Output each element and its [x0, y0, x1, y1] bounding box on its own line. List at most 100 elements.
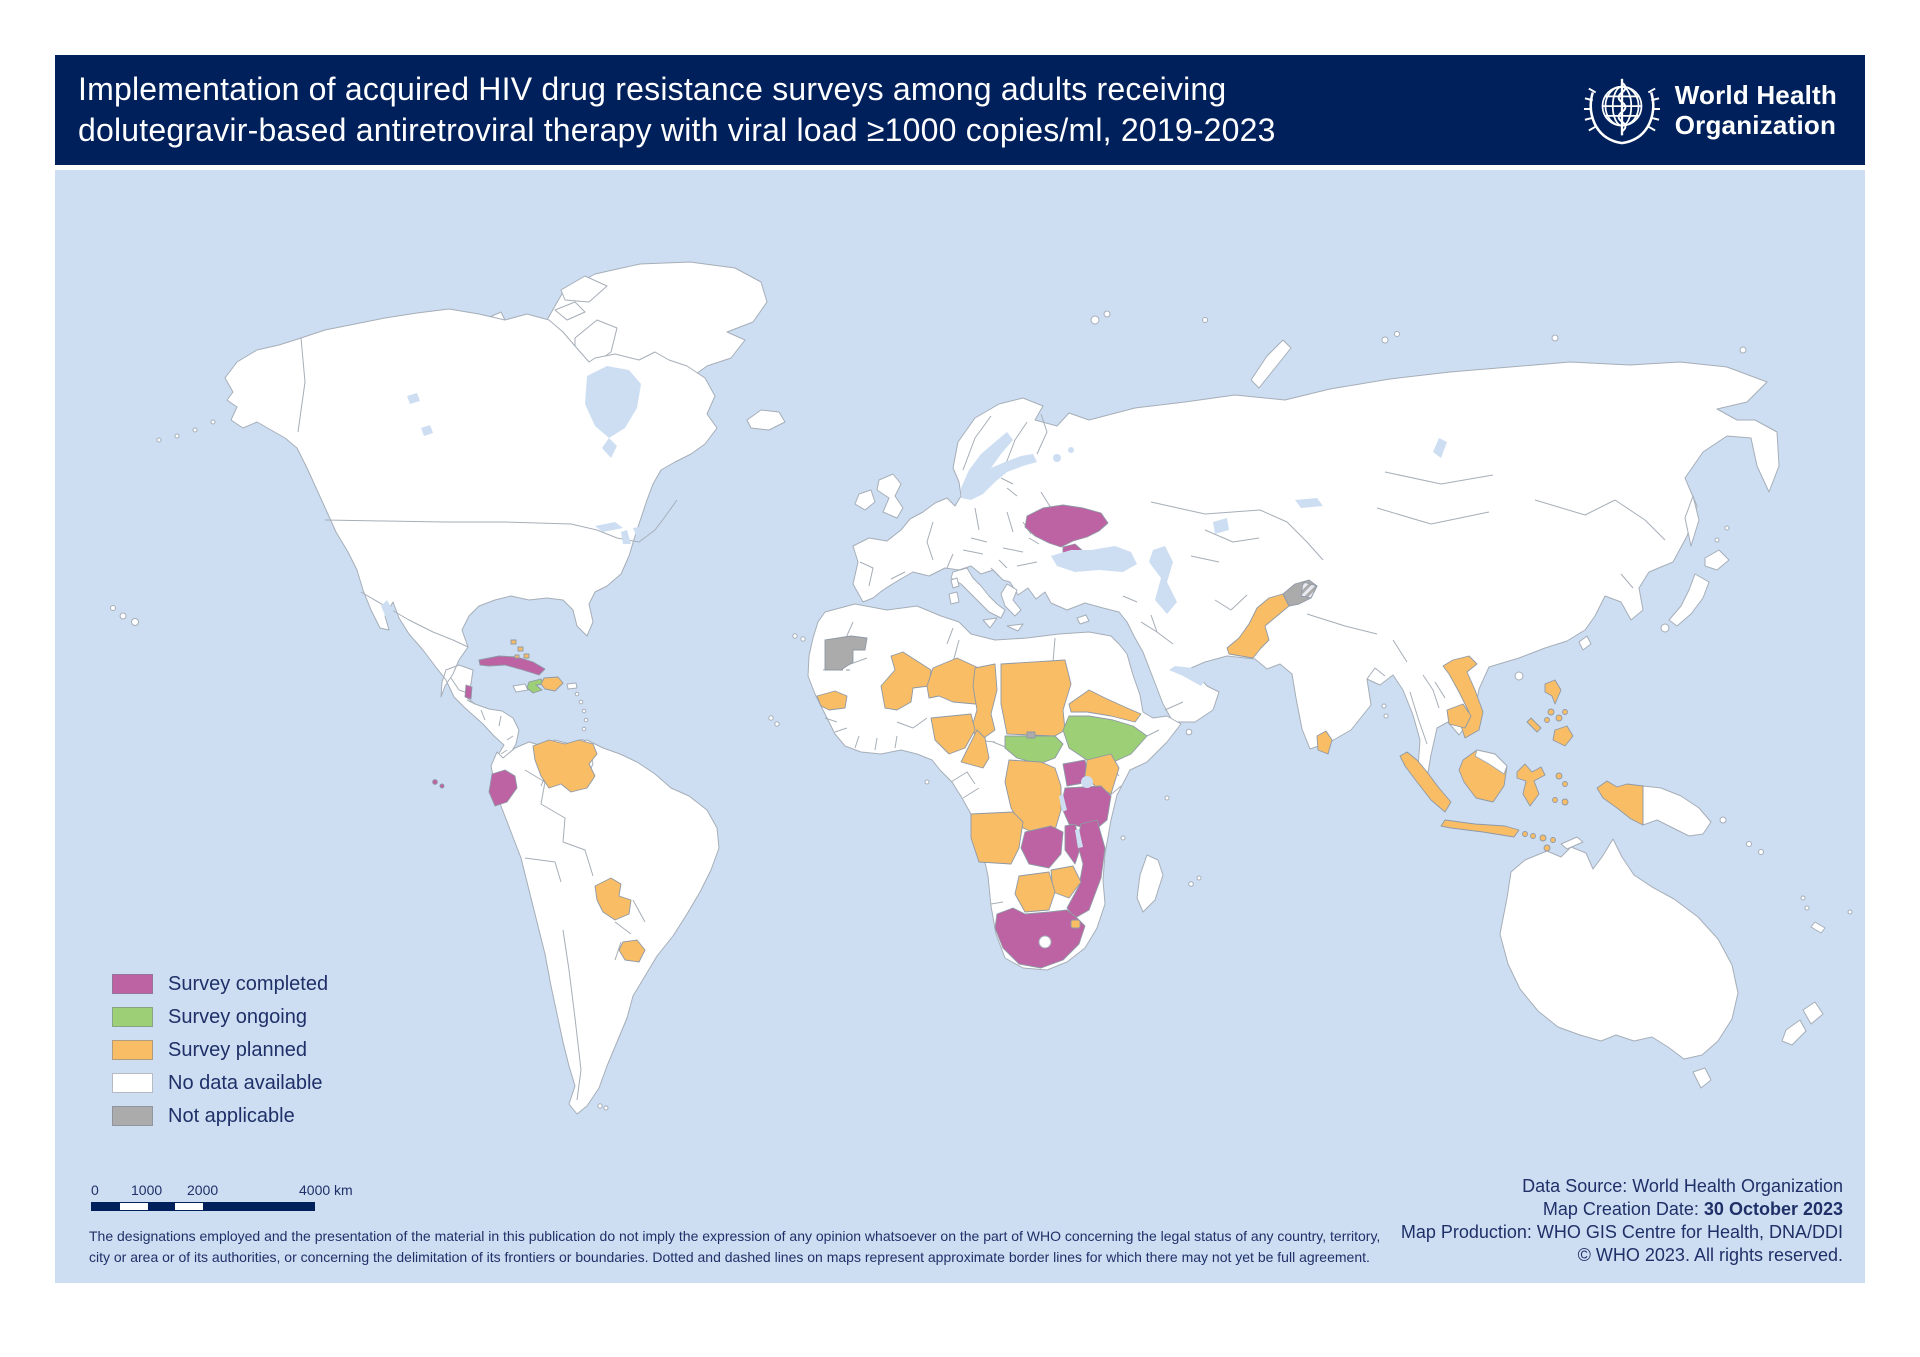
legend-label: Not applicable [168, 1104, 295, 1127]
scale-segment [175, 1203, 203, 1210]
landmass-eurasia [852, 361, 1780, 779]
scale-segment [92, 1203, 120, 1210]
black-sea [1051, 546, 1137, 572]
landmass-papua-new-guinea [1642, 785, 1712, 837]
lake-malawi [1075, 829, 1083, 848]
landmass-greece [1000, 583, 1022, 617]
country-chad [970, 663, 998, 741]
country-haiti [526, 678, 545, 694]
landmass-new-zealand [1802, 1001, 1824, 1025]
scale-bar: 0 1000 2000 4000 km [91, 1182, 421, 1222]
country-dominican-republic [540, 676, 564, 692]
country-nigeria [930, 713, 976, 755]
landmass-malaysia-borneo [1474, 749, 1508, 775]
legend-label: No data available [168, 1071, 323, 1094]
lake-tanganyika [1059, 794, 1067, 812]
credit-production: Map Production: WHO GIS Centre for Healt… [1400, 1222, 1843, 1242]
landmass-taiwan [1578, 635, 1592, 651]
aral-sea [1213, 518, 1229, 534]
hudson-bay [585, 366, 641, 438]
legend-swatch-na [112, 1106, 153, 1126]
country-kenya [1084, 753, 1120, 795]
gulf-of-california [381, 600, 403, 636]
landmass-australia [1499, 838, 1739, 1060]
persian-gulf [1169, 666, 1207, 686]
country-uruguay [618, 939, 646, 963]
country-sri-lanka [1316, 730, 1333, 755]
country-south-sudan [1004, 735, 1064, 765]
country-paraguay [594, 877, 632, 921]
country-western-sahara [824, 635, 868, 671]
inland-waters [381, 366, 1447, 848]
country-ecuador [488, 769, 518, 807]
legend-label: Survey completed [168, 972, 329, 995]
country-botswana [1014, 871, 1056, 913]
lake-victoria [1081, 776, 1093, 788]
survey-countries [432, 504, 1644, 969]
landmass-japan [1704, 549, 1730, 571]
scale-tick-1000: 1000 [131, 1182, 163, 1198]
disclaimer-line-2: city or area or of its authorities, or c… [89, 1249, 1370, 1265]
credit-date-bold: 30 October 2023 [1703, 1199, 1843, 1219]
country-vietnam [1442, 655, 1484, 739]
legend-item-completed: Survey completed [112, 972, 329, 995]
legend-item-nodata: No data available [112, 1071, 328, 1094]
legend-swatch-completed [112, 974, 153, 994]
scale-segment [203, 1203, 314, 1210]
legend-swatch-nodata [112, 1073, 153, 1093]
scale-tick-4000: 4000 km [299, 1182, 353, 1198]
landmass-south-america [490, 739, 720, 1115]
landmass-jamaica [512, 683, 529, 693]
country-bahamas [510, 639, 530, 659]
scale-segment [147, 1203, 176, 1210]
who-logo: World Health Organization [1583, 71, 1837, 149]
country-eritrea [1068, 689, 1142, 723]
page-title: Implementation of acquired HIV drug resi… [78, 69, 1276, 151]
legend-item-na: Not applicable [112, 1104, 328, 1127]
country-philippines [1526, 679, 1574, 747]
legend-swatch-ongoing [112, 1007, 153, 1027]
landmass-madagascar [1136, 854, 1164, 913]
header: Implementation of acquired HIV drug resi… [55, 55, 1865, 165]
scale-bar-segments [91, 1202, 315, 1211]
country-cambodia [1446, 703, 1472, 729]
region-kashmir-hatched [1300, 581, 1318, 599]
who-emblem-icon [1583, 78, 1660, 145]
country-eswatini [1070, 919, 1081, 929]
landmass-tasmania [1692, 1067, 1712, 1089]
country-abyei [1026, 731, 1036, 739]
country-zambia [1020, 825, 1064, 869]
landmass-italy [950, 567, 1006, 619]
country-belize [464, 684, 473, 700]
country-ethiopia [1062, 715, 1148, 765]
legend-item-ongoing: Survey ongoing [112, 1005, 328, 1028]
disclaimer-line-1: The designations employed and the presen… [89, 1228, 1381, 1244]
credit-data-source: Data Source: World Health Organization [1522, 1176, 1843, 1196]
country-cameroon [960, 729, 990, 769]
country-galapagos [432, 779, 445, 789]
title-line-1: Implementation of acquired HIV drug resi… [78, 71, 1227, 107]
world-map [110, 261, 1853, 1115]
country-lesotho [1038, 935, 1052, 949]
landmass-iceland [746, 409, 786, 431]
credit-copyright: © WHO 2023. All rights reserved. [1577, 1245, 1843, 1265]
legend-label: Survey ongoing [168, 1005, 307, 1028]
disclaimer: The designations employed and the presen… [89, 1226, 1380, 1268]
who-logo-line-2: Organization [1674, 110, 1837, 140]
caspian-sea [1149, 546, 1177, 614]
country-angola [970, 811, 1024, 865]
map-credits: Data Source: World Health Organization M… [1401, 1175, 1843, 1267]
scale-segment [119, 1203, 148, 1210]
landmass-timor [1560, 836, 1584, 850]
lake-baikal [1433, 438, 1447, 458]
title-line-2: dolutegravir-based antiretroviral therap… [78, 112, 1276, 148]
landmass-ireland [854, 489, 876, 511]
legend-label: Survey planned [168, 1038, 307, 1061]
landmass-hainan [1514, 671, 1524, 681]
who-logo-text: World Health Organization [1675, 80, 1837, 140]
country-sudan [1000, 659, 1072, 737]
legend-swatch-planned [112, 1040, 153, 1060]
baltic-sea [961, 432, 1037, 500]
scale-tick-0: 0 [91, 1182, 99, 1198]
